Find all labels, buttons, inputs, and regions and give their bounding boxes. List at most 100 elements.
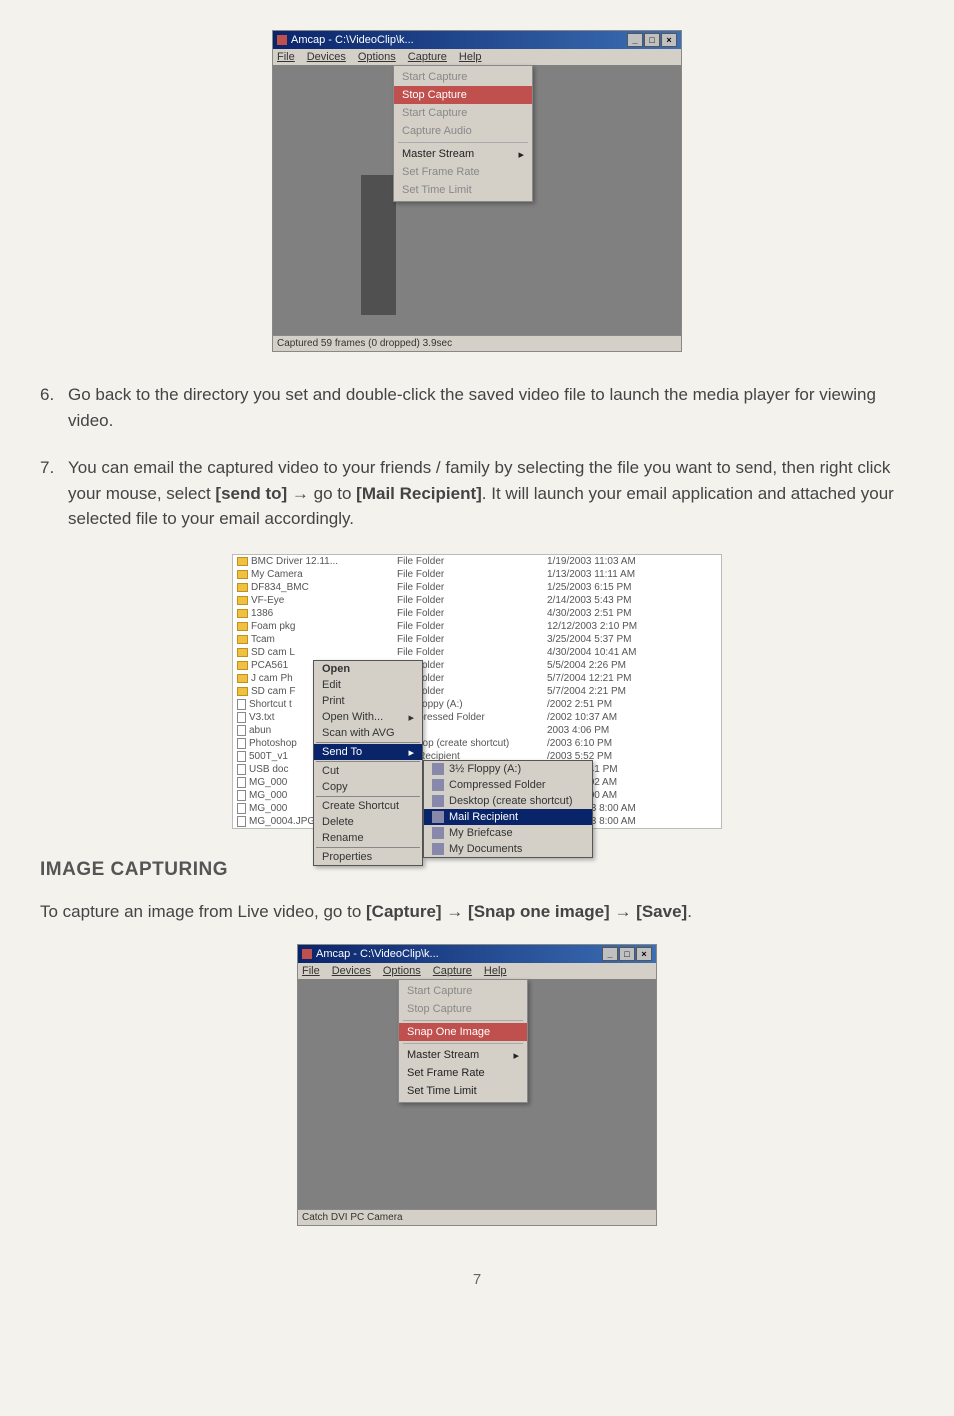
file-name: Shortcut t	[249, 699, 292, 710]
file-row[interactable]: abun2003 4:06 PM	[233, 724, 721, 737]
file-row[interactable]: SD cam LFile Folder4/30/2004 10:41 AM	[233, 646, 721, 659]
amcap-screenshot-2: Amcap - C:\VideoClip\k... _ □ × File Dev…	[297, 944, 657, 1226]
submenu-item[interactable]: Mail Recipient	[424, 809, 592, 825]
context-menu-item[interactable]: Open With...▸	[314, 709, 422, 725]
menu-options[interactable]: Options	[358, 51, 396, 63]
menu-item[interactable]: Start Capture	[394, 68, 532, 86]
file-row[interactable]: TcamFile Folder3/25/2004 5:37 PM	[233, 633, 721, 646]
menu-item[interactable]: Stop Capture	[399, 1000, 527, 1018]
menu-separator	[403, 1043, 523, 1044]
file-row[interactable]: J cam PhFile Folder5/7/2004 12:21 PM	[233, 672, 721, 685]
menu-separator	[398, 142, 528, 143]
menu-devices[interactable]: Devices	[332, 965, 371, 977]
folder-icon	[237, 674, 248, 683]
context-menu-item[interactable]: Cut	[314, 763, 422, 779]
folder-icon	[237, 583, 248, 592]
context-menu-item[interactable]: Copy	[314, 779, 422, 795]
window-titlebar: Amcap - C:\VideoClip\k... _ □ ×	[298, 945, 656, 963]
file-type: File Folder	[397, 582, 547, 593]
folder-icon	[237, 557, 248, 566]
menu-help[interactable]: Help	[459, 51, 482, 63]
maximize-button[interactable]: □	[644, 33, 660, 47]
menu-devices[interactable]: Devices	[307, 51, 346, 63]
file-date: 4/30/2004 10:41 AM	[547, 647, 687, 658]
window-controls: _ □ ×	[602, 947, 652, 961]
page-number: 7	[40, 1271, 914, 1288]
menu-file[interactable]: File	[302, 965, 320, 977]
context-menu-item[interactable]: Open	[314, 661, 422, 677]
file-name: BMC Driver 12.11...	[251, 556, 338, 567]
file-row[interactable]: BMC Driver 12.11...File Folder1/19/2003 …	[233, 555, 721, 568]
context-menu-item[interactable]: Send To▸	[314, 744, 422, 760]
menu-help[interactable]: Help	[484, 965, 507, 977]
file-row[interactable]: My CameraFile Folder1/13/2003 11:11 AM	[233, 568, 721, 581]
submenu-item[interactable]: Compressed Folder	[424, 777, 592, 793]
file-row[interactable]: VF-EyeFile Folder2/14/2003 5:43 PM	[233, 594, 721, 607]
context-menu-item[interactable]: Rename	[314, 830, 422, 846]
folder-icon	[237, 635, 248, 644]
close-button[interactable]: ×	[636, 947, 652, 961]
context-menu-item[interactable]: Delete	[314, 814, 422, 830]
folder-icon	[237, 687, 248, 696]
file-date: 4/30/2003 2:51 PM	[547, 608, 687, 619]
menu-item[interactable]: Capture Audio	[394, 122, 532, 140]
menu-file[interactable]: File	[277, 51, 295, 63]
file-row[interactable]: SD cam FFile Folder5/7/2004 2:21 PM	[233, 685, 721, 698]
window-titlebar: Amcap - C:\VideoClip\k... _ □ ×	[273, 31, 681, 49]
file-row[interactable]: PCA561File Folder5/5/2004 2:26 PM	[233, 659, 721, 672]
context-menu-item[interactable]: Create Shortcut	[314, 798, 422, 814]
menu-item-stop-capture[interactable]: Stop Capture	[394, 86, 532, 104]
minimize-button[interactable]: _	[627, 33, 643, 47]
file-type: File Folder	[397, 569, 547, 580]
file-icon	[237, 790, 246, 801]
context-menu-item[interactable]: Print	[314, 693, 422, 709]
menu-capture[interactable]: Capture	[433, 965, 472, 977]
file-row[interactable]: PhotoshopDesktop (create shortcut)/2003 …	[233, 737, 721, 750]
menu-bar: File Devices Options Capture Help	[273, 49, 681, 65]
context-menu-item[interactable]: Scan with AVG	[314, 725, 422, 741]
submenu-item[interactable]: Desktop (create shortcut)	[424, 793, 592, 809]
instruction-list: 6. Go back to the directory you set and …	[40, 382, 914, 532]
menu-item[interactable]: Start Capture	[399, 982, 527, 1000]
menu-item-master-stream[interactable]: Master Stream▸	[394, 145, 532, 163]
file-row[interactable]: V3.txtCompressed Folder/2002 10:37 AM	[233, 711, 721, 724]
file-name: MG_000	[249, 803, 287, 814]
file-date: 5/7/2004 12:21 PM	[547, 673, 687, 684]
file-date: 3/25/2004 5:37 PM	[547, 634, 687, 645]
submenu-item[interactable]: My Documents	[424, 841, 592, 857]
file-icon	[237, 699, 246, 710]
window-controls: _ □ ×	[627, 33, 677, 47]
instruction-step-6: 6. Go back to the directory you set and …	[40, 382, 914, 433]
file-row[interactable]: Shortcut t3½ Floppy (A:)/2002 2:51 PM	[233, 698, 721, 711]
file-name: abun	[249, 725, 271, 736]
video-preview-area: Start Capture Stop Capture Snap One Imag…	[298, 979, 656, 1209]
minimize-button[interactable]: _	[602, 947, 618, 961]
folder-icon	[237, 570, 248, 579]
context-menu-item[interactable]: Edit	[314, 677, 422, 693]
step-text: You can email the captured video to your…	[68, 455, 914, 532]
menu-item[interactable]: Start Capture	[394, 104, 532, 122]
close-button[interactable]: ×	[661, 33, 677, 47]
status-bar: Catch DVI PC Camera	[298, 1209, 656, 1225]
menu-item[interactable]: Set Frame Rate	[399, 1064, 527, 1082]
video-preview-area: Start Capture Stop Capture Start Capture…	[273, 65, 681, 335]
context-menu: OpenEditPrintOpen With...▸Scan with AVG S…	[313, 660, 423, 866]
submenu-icon	[432, 843, 444, 855]
file-row[interactable]: DF834_BMCFile Folder1/25/2003 6:15 PM	[233, 581, 721, 594]
menu-item[interactable]: Set Frame Rate	[394, 163, 532, 181]
menu-capture[interactable]: Capture	[408, 51, 447, 63]
submenu-item[interactable]: My Briefcase	[424, 825, 592, 841]
file-name: PCA561	[251, 660, 288, 671]
context-menu-item[interactable]: Properties	[314, 849, 422, 865]
menu-item[interactable]: Set Time Limit	[399, 1082, 527, 1100]
maximize-button[interactable]: □	[619, 947, 635, 961]
menu-item[interactable]: Set Time Limit	[394, 181, 532, 199]
submenu-item[interactable]: 3½ Floppy (A:)	[424, 761, 592, 777]
menu-item-snap-one-image[interactable]: Snap One Image	[399, 1023, 527, 1041]
menu-options[interactable]: Options	[383, 965, 421, 977]
menu-separator	[316, 761, 420, 762]
menu-item[interactable]: Master Stream▸	[399, 1046, 527, 1064]
file-icon	[237, 738, 246, 749]
file-row[interactable]: 1386File Folder4/30/2003 2:51 PM	[233, 607, 721, 620]
file-row[interactable]: Foam pkgFile Folder12/12/2003 2:10 PM	[233, 620, 721, 633]
